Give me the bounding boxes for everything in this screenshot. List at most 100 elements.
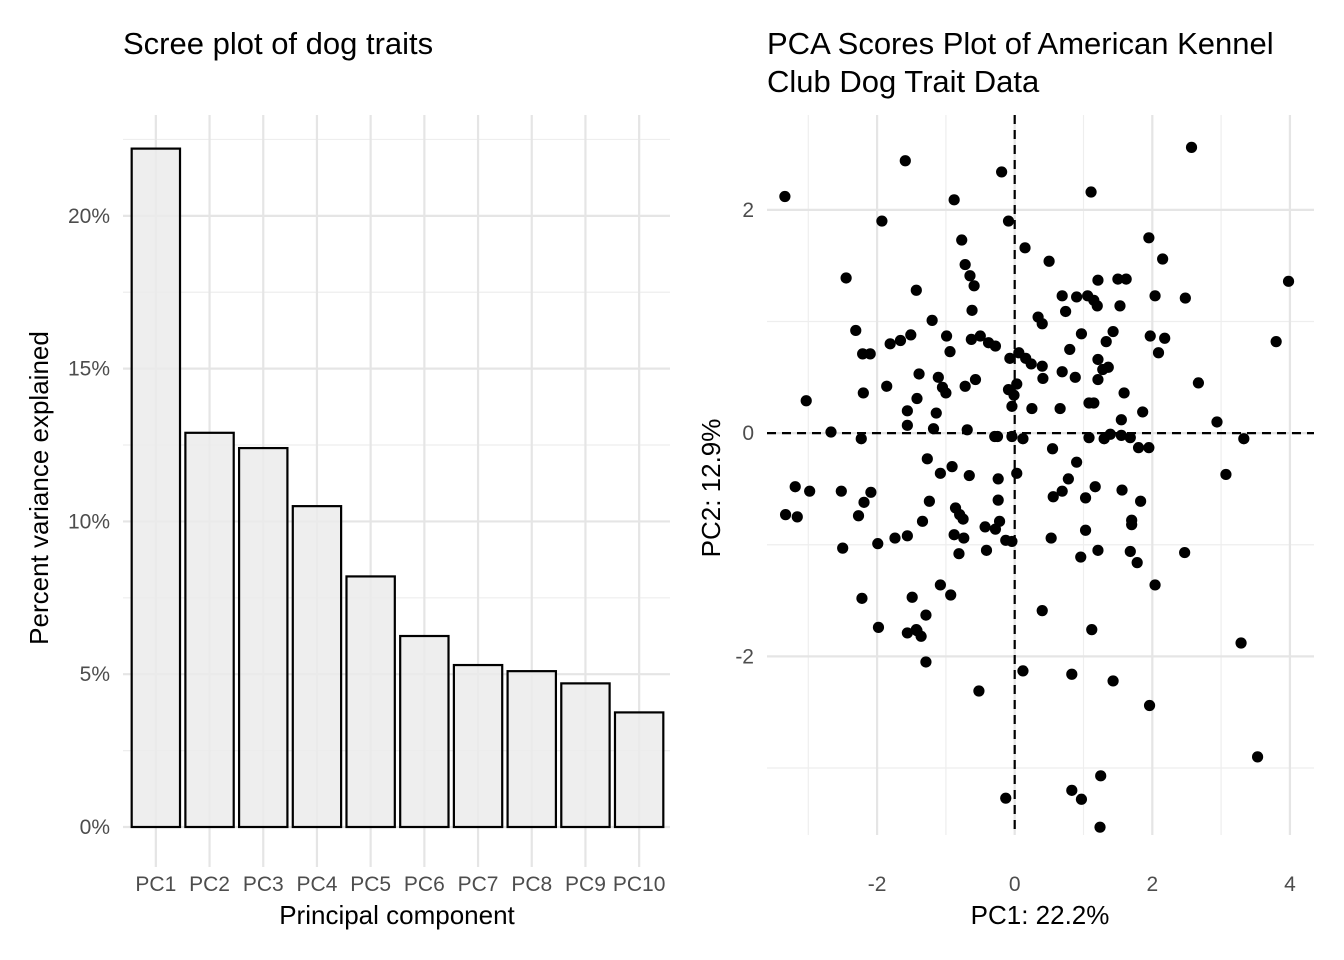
score-point (1104, 428, 1116, 440)
score-point (1179, 546, 1191, 559)
score-point (1091, 300, 1103, 312)
score-point (916, 515, 929, 527)
score-point (1120, 273, 1132, 285)
score-point (906, 591, 918, 603)
score-point (1137, 406, 1149, 418)
score-point (779, 190, 791, 203)
score-point (966, 304, 978, 316)
pca-title-line-1: PCA Scores Plot of American Kennel (767, 26, 1274, 61)
score-point (1211, 416, 1223, 428)
pca-x-tick-label: 0 (1009, 873, 1021, 896)
score-point (1282, 275, 1295, 287)
scree-x-tick-label: PC3 (243, 873, 284, 896)
score-point (1089, 481, 1101, 493)
scree-x-tick-label: PC8 (511, 873, 552, 896)
score-point (1062, 473, 1074, 485)
pca-x-tick-label: -2 (868, 873, 887, 896)
score-point (1075, 551, 1087, 563)
score-point (996, 166, 1008, 178)
score-point (1000, 792, 1012, 804)
score-point (1017, 433, 1029, 445)
score-point (965, 333, 977, 345)
score-point (876, 215, 888, 227)
score-point (901, 627, 913, 639)
scree-y-tick-label: 15% (68, 358, 110, 381)
score-point (1097, 363, 1109, 376)
score-point (961, 424, 973, 436)
scree-y-axis-label: Percent variance explained (24, 331, 54, 645)
score-point (930, 407, 942, 419)
score-point (1092, 373, 1104, 386)
score-point (1083, 397, 1095, 409)
score-point (789, 481, 801, 493)
bar-pc10 (613, 711, 665, 829)
score-point (920, 609, 932, 621)
score-point (872, 538, 884, 550)
score-point (865, 486, 877, 498)
score-point (1144, 330, 1156, 342)
score-point (1006, 430, 1018, 443)
score-point (1083, 432, 1095, 444)
score-point (973, 685, 985, 697)
score-point (1115, 429, 1127, 441)
pca-x-tick-labels: -2 0 2 4 (868, 873, 1296, 896)
score-point (1066, 784, 1078, 796)
bar-pc2 (184, 431, 235, 829)
score-point (934, 467, 946, 479)
score-point (881, 380, 893, 392)
score-point (1054, 402, 1066, 415)
score-point (872, 621, 885, 633)
score-point (1238, 433, 1250, 445)
score-point (1025, 358, 1037, 370)
scree-bars (130, 147, 665, 829)
scree-y-tick-label: 0% (80, 816, 110, 839)
score-point (1006, 400, 1018, 412)
score-point (1118, 387, 1130, 399)
score-point (852, 510, 865, 522)
score-point (889, 532, 901, 544)
pca-x-tick-label: 4 (1284, 873, 1296, 896)
score-point (1075, 328, 1088, 340)
score-point (948, 194, 960, 206)
score-point (940, 330, 953, 342)
bar-pc1 (130, 147, 182, 829)
score-point (1011, 467, 1023, 479)
score-point (1045, 532, 1057, 544)
score-point (1086, 624, 1098, 636)
score-point (835, 485, 847, 497)
score-point (901, 530, 913, 542)
score-point (1017, 665, 1029, 677)
scree-title: Scree plot of dog traits (123, 26, 433, 61)
score-point (957, 513, 969, 525)
score-point (940, 387, 952, 399)
score-point (779, 509, 792, 521)
score-point (989, 340, 1002, 352)
scree-x-tick-labels: PC1 PC2 PC3 PC4 PC5 PC6 PC7 PC8 PC9 PC10 (135, 873, 665, 896)
score-point (1270, 336, 1282, 348)
score-point (1179, 292, 1191, 304)
score-point (800, 395, 812, 407)
score-point (1036, 318, 1048, 330)
score-point (1143, 442, 1155, 454)
score-point (1000, 534, 1012, 546)
score-point (857, 387, 869, 399)
score-point (1026, 402, 1038, 415)
score-point (1004, 352, 1016, 364)
score-point (864, 348, 876, 360)
scree-x-tick-label: PC1 (135, 873, 176, 896)
score-point (913, 368, 925, 380)
score-point (899, 155, 911, 167)
score-point (1124, 432, 1136, 444)
score-point (923, 495, 935, 507)
scree-x-tick-label: PC6 (404, 873, 445, 896)
score-point (969, 373, 982, 386)
scree-x-tick-label: PC7 (458, 873, 499, 896)
score-point (992, 494, 1004, 506)
score-point (920, 656, 932, 668)
score-point (911, 392, 923, 405)
score-point (1143, 699, 1156, 712)
scree-x-tick-label: PC5 (350, 873, 391, 896)
score-point (1115, 414, 1127, 426)
score-point (959, 380, 971, 392)
